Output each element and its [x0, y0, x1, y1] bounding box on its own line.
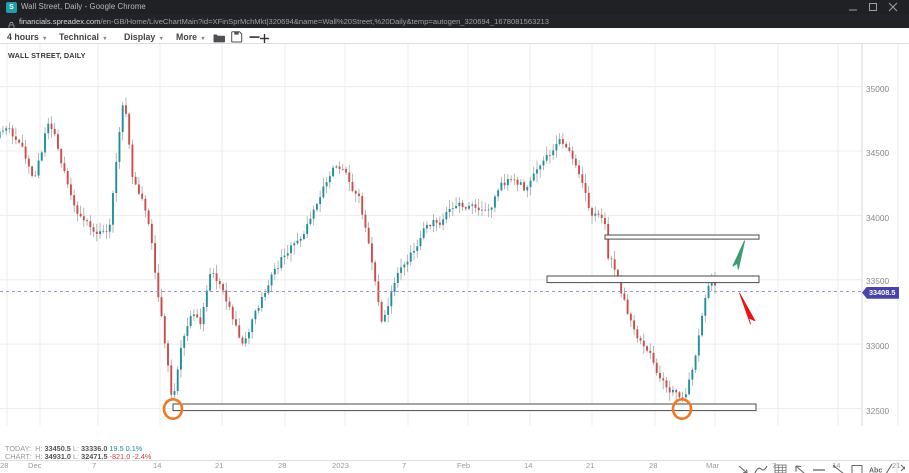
- svg-text:Abc: Abc: [869, 468, 882, 473]
